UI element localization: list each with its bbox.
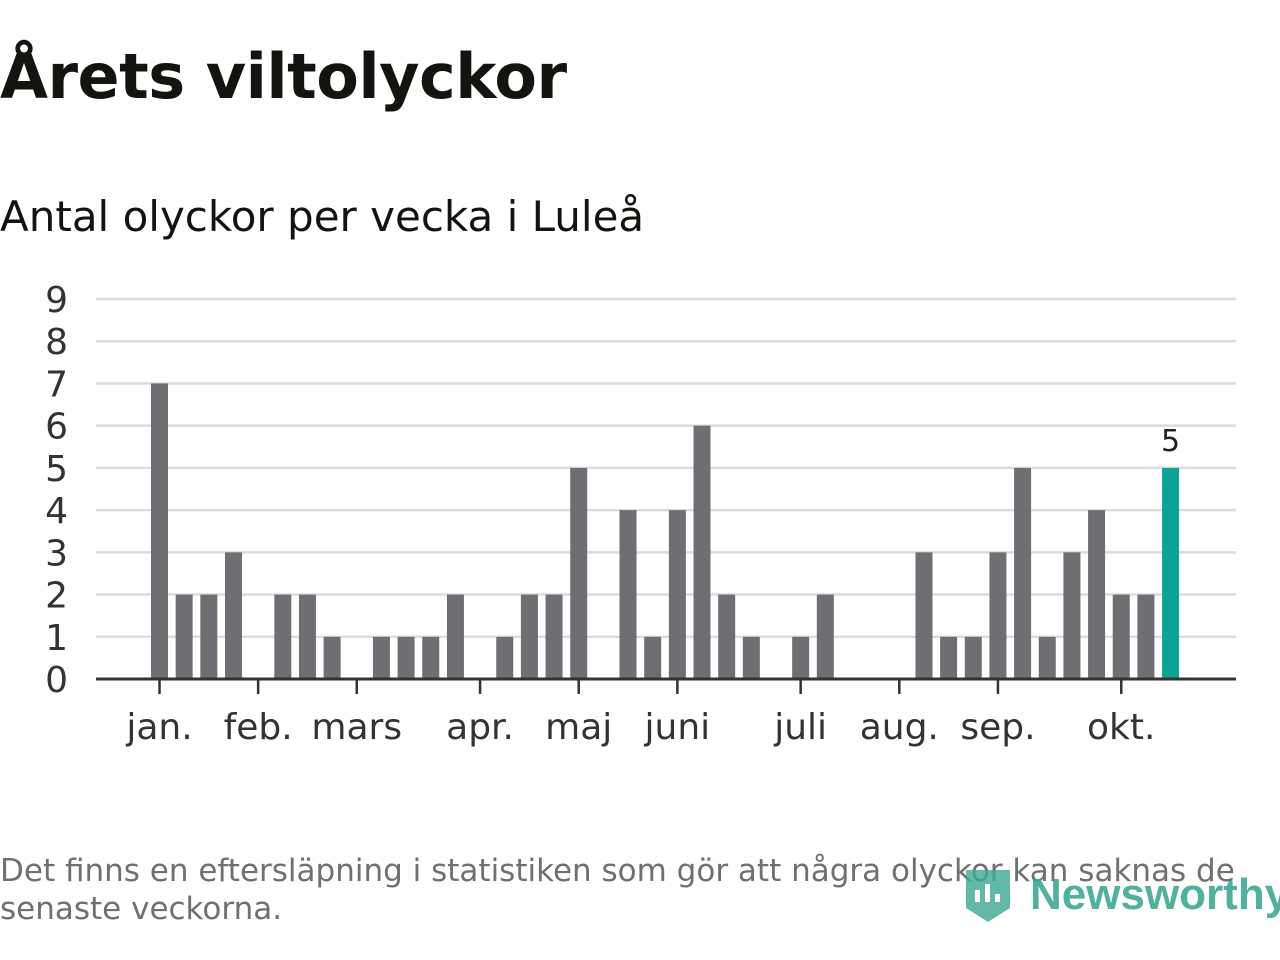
- bar-week-35: [989, 552, 1007, 679]
- newsworthy-logo-text: Newsworthy: [1030, 870, 1280, 919]
- bar-week-1: [151, 383, 168, 679]
- bar-week-3: [200, 594, 218, 679]
- x-tick-label-juni: juni: [644, 707, 711, 748]
- y-tick-label-2: 2: [45, 576, 68, 617]
- bar-week-24: [718, 594, 736, 679]
- x-tick-label-aug: aug.: [860, 707, 939, 748]
- data-label-highlight: 5: [1161, 424, 1180, 459]
- y-tick-label-6: 6: [45, 407, 68, 448]
- x-tick-label-okt: okt.: [1087, 707, 1155, 748]
- bar-week-4: [224, 552, 242, 679]
- bar-week-22: [668, 510, 686, 679]
- bar-week-33: [940, 636, 958, 679]
- bar-week-11: [397, 636, 415, 679]
- footnote: Det finns en eftersläpning i statistiken…: [0, 853, 1235, 927]
- x-tick-label-mars: mars: [311, 707, 402, 748]
- x-tick-label-apr: apr.: [446, 707, 514, 748]
- bar-week-16: [520, 594, 538, 679]
- bar-week-37: [1038, 636, 1056, 679]
- bar-week-40: [1112, 594, 1130, 679]
- bar-week-38: [1063, 552, 1081, 679]
- bar-week-7: [298, 594, 316, 679]
- x-tick-label-juli: juli: [773, 707, 827, 748]
- y-tick-label-7: 7: [45, 364, 68, 405]
- bar-week-32: [915, 552, 933, 679]
- bar-week-2: [175, 594, 193, 679]
- chart-subtitle: Antal olyckor per vecka i Luleå: [0, 192, 645, 241]
- y-tick-label-8: 8: [45, 322, 68, 363]
- bar-week-18: [570, 467, 588, 679]
- x-tick-label-feb: feb.: [224, 707, 293, 748]
- y-tick-label-5: 5: [45, 449, 68, 490]
- bar-week-15: [496, 636, 514, 679]
- x-tick-label-jan: jan.: [125, 707, 192, 748]
- bar-week-41: [1137, 594, 1155, 679]
- y-tick-label-3: 3: [45, 533, 68, 574]
- bar-week-39: [1088, 510, 1106, 679]
- bar-week-10: [372, 636, 390, 679]
- y-tick-label-1: 1: [45, 618, 68, 659]
- bar-week-12: [422, 636, 440, 679]
- bar-week-8: [323, 636, 341, 679]
- newsworthy-logo: Newsworthy: [962, 860, 1280, 930]
- newsworthy-logo-icon: [966, 870, 1010, 922]
- y-tick-label-0: 0: [45, 660, 68, 701]
- bar-week-27: [792, 636, 810, 679]
- x-tick-label-sep: sep.: [960, 707, 1035, 748]
- y-tick-label-9: 9: [45, 280, 68, 321]
- bar-week-28: [816, 594, 834, 679]
- bar-week-21: [644, 636, 662, 679]
- bar-week-6: [274, 594, 292, 679]
- bar-week-20: [619, 510, 637, 679]
- bar-week-36: [1014, 467, 1032, 679]
- bar-week-34: [964, 636, 982, 679]
- x-tick-label-maj: maj: [545, 707, 612, 748]
- bar-week-17: [545, 594, 563, 679]
- bar-week-13: [446, 594, 464, 679]
- bar-week-25: [742, 636, 760, 679]
- bar-week-23: [693, 425, 711, 679]
- chart-title: Årets viltolyckor: [0, 40, 567, 113]
- y-tick-label-4: 4: [45, 491, 68, 532]
- bar-highlight-week-42: [1162, 467, 1180, 679]
